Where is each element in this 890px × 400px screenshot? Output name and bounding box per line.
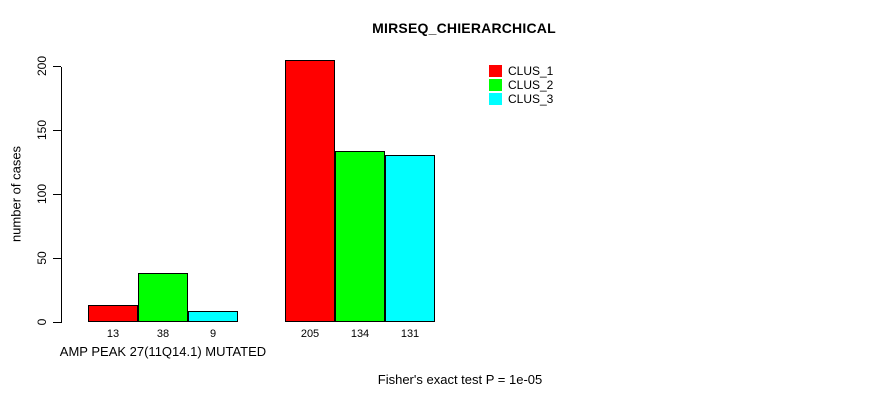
bar-clus_2-group2 (335, 151, 385, 322)
bar-clus_2-group1 (138, 273, 188, 322)
y-axis-line (61, 66, 62, 323)
legend-item-clus_1: CLUS_1 (489, 64, 553, 78)
legend-item-clus_2: CLUS_2 (489, 78, 553, 92)
y-tick-label: 50 (35, 251, 49, 265)
y-axis-label: number of cases (8, 145, 24, 243)
legend-swatch-clus_2 (489, 79, 502, 91)
bar-value-label: 38 (156, 328, 170, 340)
legend-swatch-clus_3 (489, 93, 502, 105)
bar-value-label: 134 (350, 328, 370, 340)
legend: CLUS_1 CLUS_2 CLUS_3 (489, 64, 553, 106)
y-tick (53, 130, 61, 131)
chart-title: MIRSEQ_CHIERARCHICAL (372, 20, 556, 36)
bar-clus_1-group1 (88, 305, 138, 322)
y-tick (53, 194, 61, 195)
y-tick (53, 322, 61, 323)
bar-value-label: 13 (106, 328, 120, 340)
legend-label: CLUS_1 (508, 64, 554, 78)
y-tick (53, 258, 61, 259)
bar-value-label: 131 (400, 328, 420, 340)
legend-item-clus_3: CLUS_3 (489, 92, 553, 106)
footer-annotation: Fisher's exact test P = 1e-05 (377, 372, 543, 387)
y-tick (53, 66, 61, 67)
bar-clus_3-group2 (385, 155, 435, 322)
legend-label: CLUS_3 (508, 92, 554, 106)
legend-label: CLUS_2 (508, 78, 554, 92)
y-tick-label: 100 (35, 183, 49, 205)
y-tick-label: 0 (35, 318, 49, 326)
y-tick-label: 150 (35, 119, 49, 141)
bar-value-label: 205 (300, 328, 320, 340)
bar-clus_3-group1 (188, 311, 238, 322)
y-tick-label: 200 (35, 55, 49, 77)
bar-value-label: 9 (209, 328, 217, 340)
bar-clus_1-group2 (285, 60, 335, 322)
group-axis-label: AMP PEAK 27(11Q14.1) MUTATED (59, 344, 267, 359)
legend-swatch-clus_1 (489, 65, 502, 77)
